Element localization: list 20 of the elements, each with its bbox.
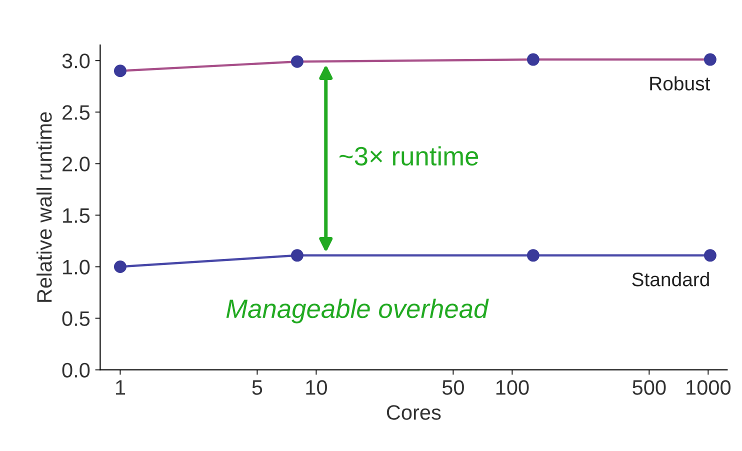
x-tick-label: 50 (442, 380, 464, 395)
annotation: ~3× runtime (340, 146, 478, 166)
x-tick-label: 500 (632, 380, 666, 395)
y-tick-label: 2.0 (62, 156, 90, 172)
x-tick-label: 1 (116, 380, 126, 395)
x-axis-title: Cores (386, 405, 441, 420)
series-label: Standard (632, 272, 709, 286)
x-tick-label: 1000 (686, 380, 731, 395)
series-label: Robust (650, 76, 710, 90)
x-tick-label: 10 (306, 380, 327, 395)
y-axis-title: Relative wall runtime (36, 112, 52, 302)
y-tick-label: 0.5 (62, 311, 90, 326)
y-tick-label: 1.5 (63, 208, 90, 223)
annotation: Manageable overhead (226, 298, 489, 324)
y-tick-label: 1.0 (63, 260, 90, 274)
x-tick-label: 100 (496, 380, 529, 395)
x-tick-label: 5 (252, 380, 262, 395)
y-tick-label: 0.0 (62, 362, 90, 378)
y-tick-label: 3.0 (62, 54, 90, 68)
y-tick-label: 2.5 (62, 105, 90, 120)
